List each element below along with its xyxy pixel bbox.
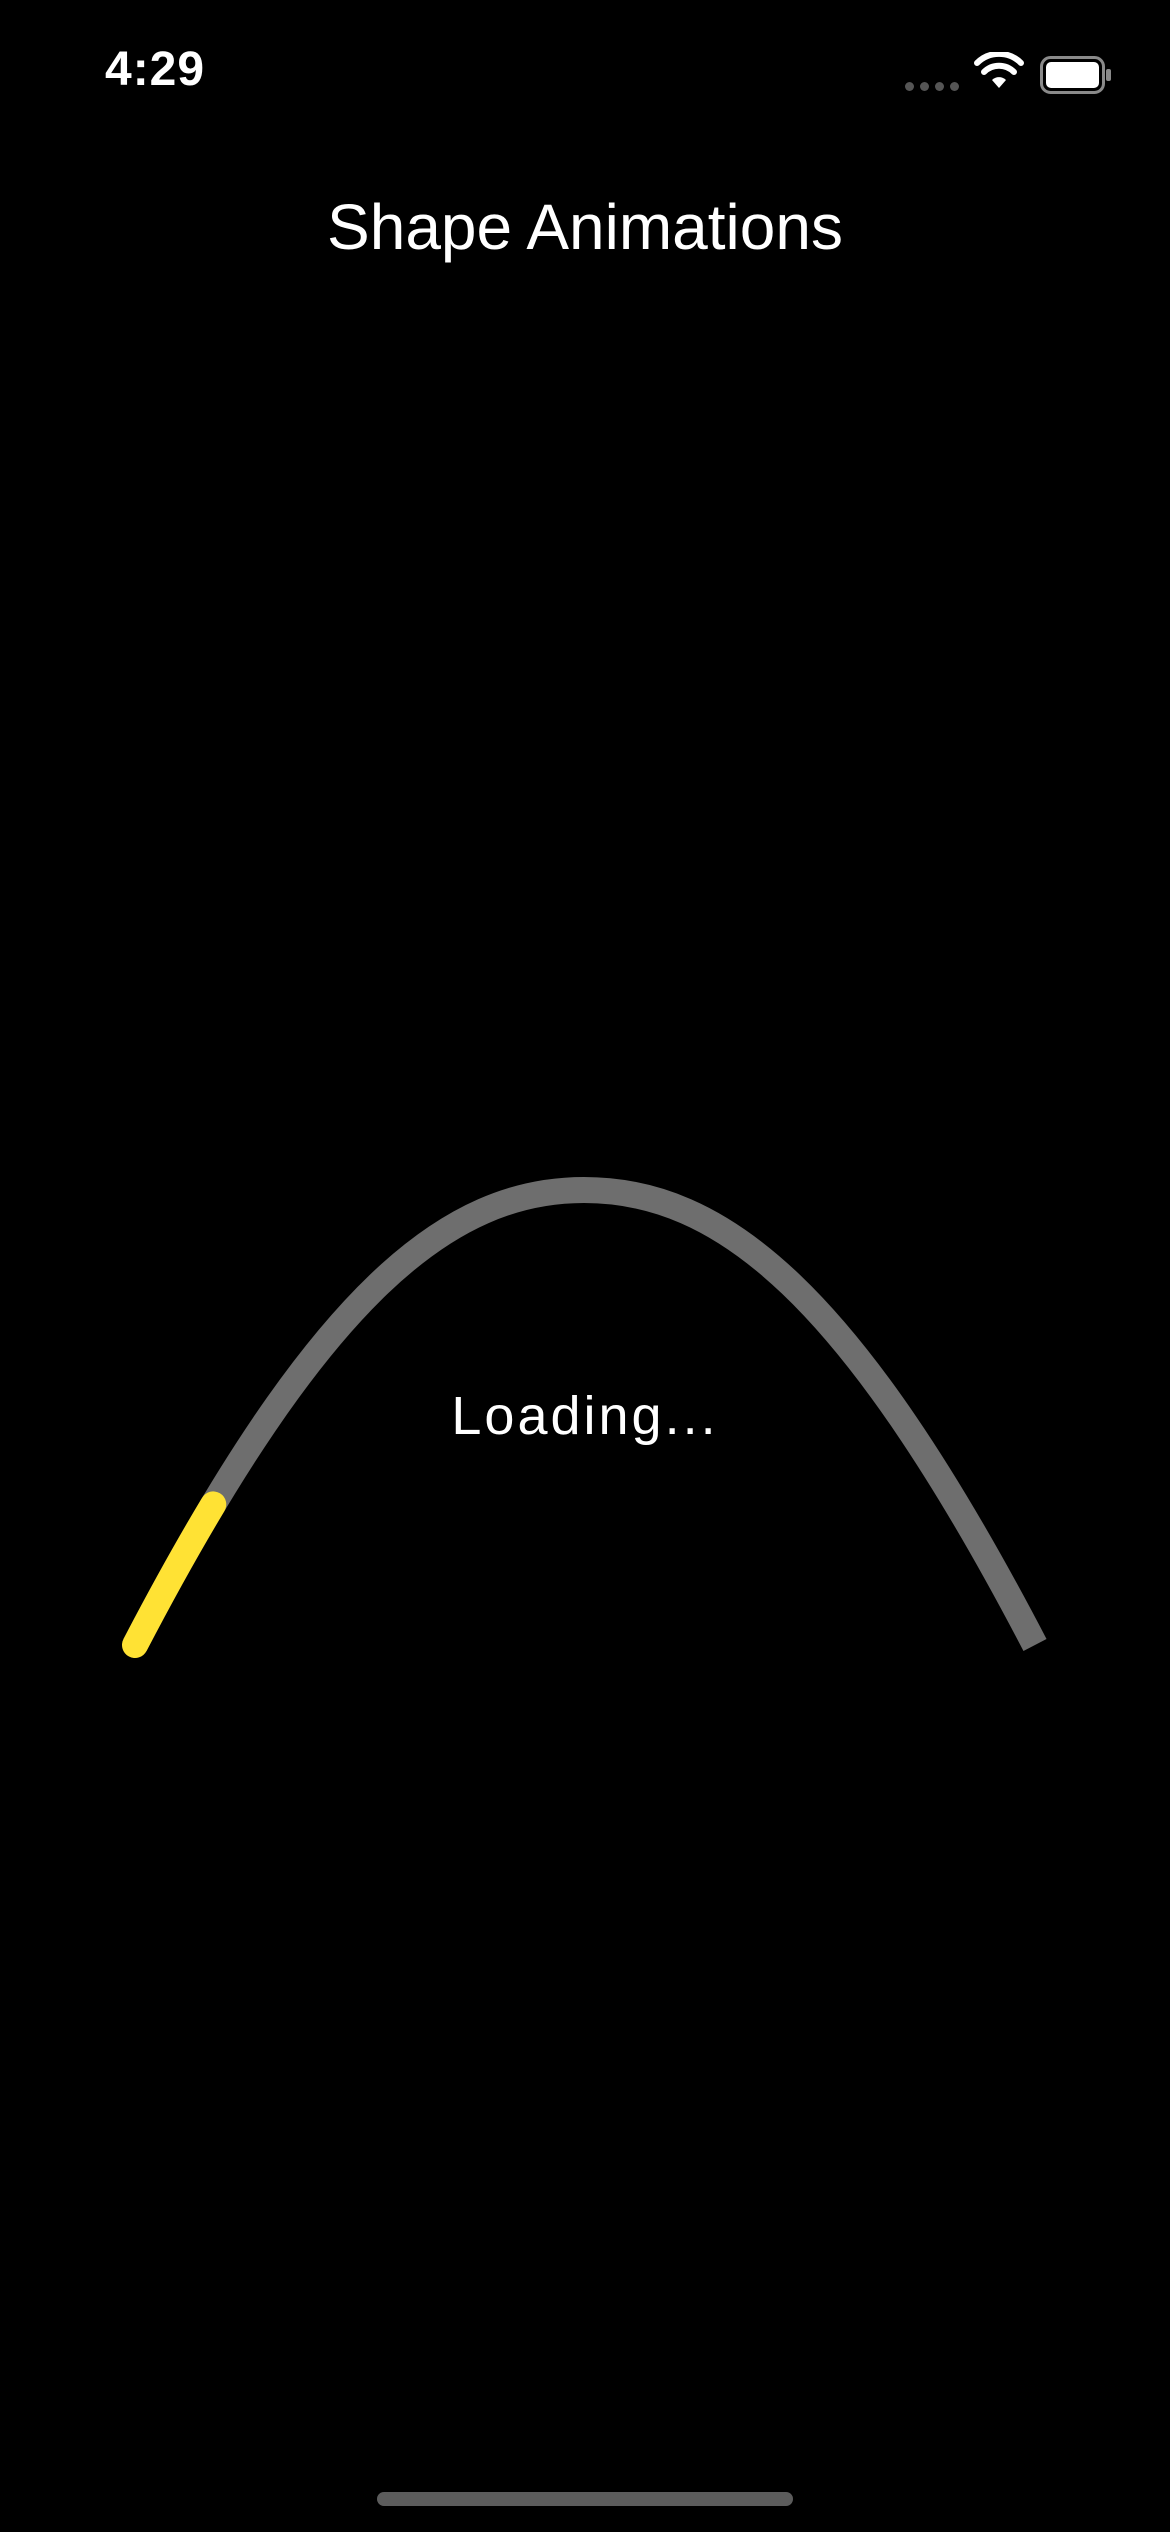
battery-full-icon: [1040, 56, 1111, 94]
status-time: 4:29: [105, 43, 206, 96]
loading-label: Loading...: [451, 1386, 719, 1446]
page-title: Shape Animations: [327, 191, 843, 263]
home-indicator[interactable]: [377, 2492, 793, 2506]
cellular-dots-icon: [905, 82, 959, 91]
status-bar: 4:29: [0, 0, 1170, 150]
wifi-icon: [974, 52, 1024, 88]
arc-track: [123, 1176, 1047, 1652]
